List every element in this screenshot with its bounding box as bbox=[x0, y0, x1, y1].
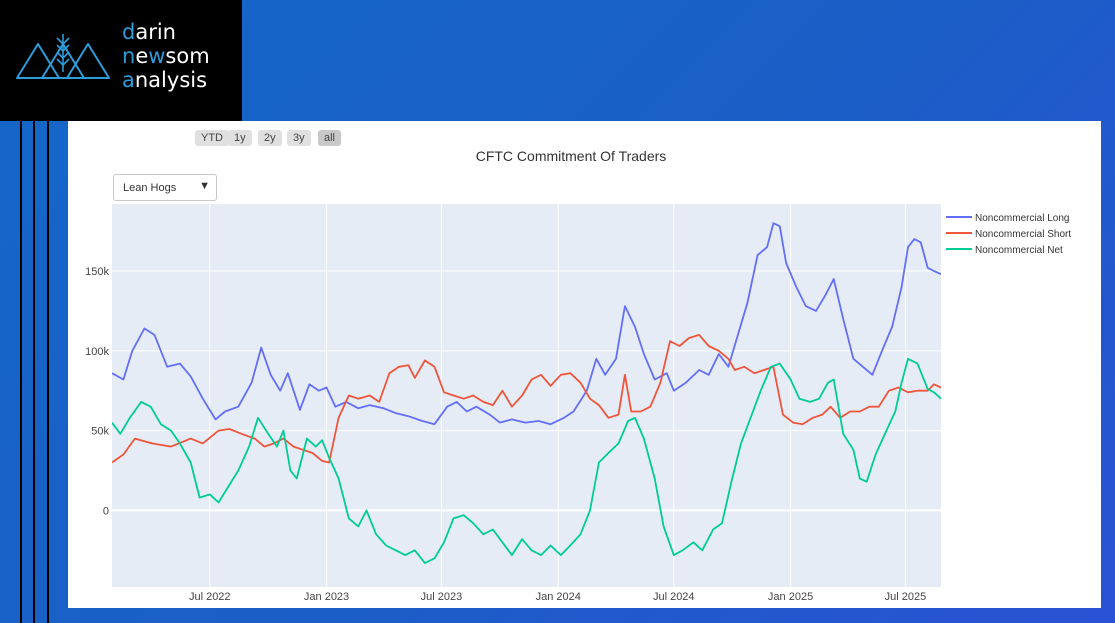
x-tick-label: Jan 2025 bbox=[768, 591, 813, 603]
commodity-dropdown[interactable]: Lean Hogs ▼ bbox=[113, 174, 217, 201]
legend-label: Noncommercial Long bbox=[975, 213, 1070, 224]
decor-line bbox=[33, 121, 35, 623]
plot-area bbox=[112, 204, 941, 587]
x-tick-label: Jul 2022 bbox=[189, 591, 231, 603]
caret-down-icon: ▼ bbox=[199, 180, 210, 192]
range-button-3y[interactable]: 3y bbox=[287, 130, 311, 146]
range-button-ytd[interactable]: YTD bbox=[195, 130, 229, 146]
legend-label: Noncommercial Short bbox=[975, 229, 1071, 240]
y-tick-label: 150k bbox=[85, 266, 109, 278]
decor-line bbox=[20, 121, 22, 623]
x-tick-label: Jan 2023 bbox=[304, 591, 349, 603]
logo-wordmark: darin newsom analysis bbox=[122, 20, 210, 92]
legend-label: Noncommercial Net bbox=[975, 245, 1063, 256]
range-button-2y[interactable]: 2y bbox=[258, 130, 282, 146]
dropdown-selected: Lean Hogs bbox=[123, 182, 177, 194]
series-line-3 bbox=[112, 357, 941, 564]
x-tick-label: Jul 2024 bbox=[653, 591, 695, 603]
range-button-all[interactable]: all bbox=[318, 130, 342, 146]
decor-line bbox=[47, 121, 49, 623]
logo-panel: darin newsom analysis bbox=[0, 0, 242, 121]
y-tick-label: 0 bbox=[103, 505, 109, 517]
range-button-1y[interactable]: 1y bbox=[228, 130, 252, 146]
series-line-2 bbox=[112, 334, 941, 464]
chart-title: CFTC Commitment Of Traders bbox=[475, 148, 667, 164]
x-tick-label: Jan 2024 bbox=[536, 591, 581, 603]
x-tick-label: Jul 2023 bbox=[421, 591, 463, 603]
series-line-1 bbox=[112, 222, 941, 426]
y-tick-label: 50k bbox=[91, 426, 109, 438]
y-tick-label: 100k bbox=[85, 346, 109, 358]
logo-mark-icon bbox=[16, 34, 110, 79]
x-tick-label: Jul 2025 bbox=[885, 591, 927, 603]
